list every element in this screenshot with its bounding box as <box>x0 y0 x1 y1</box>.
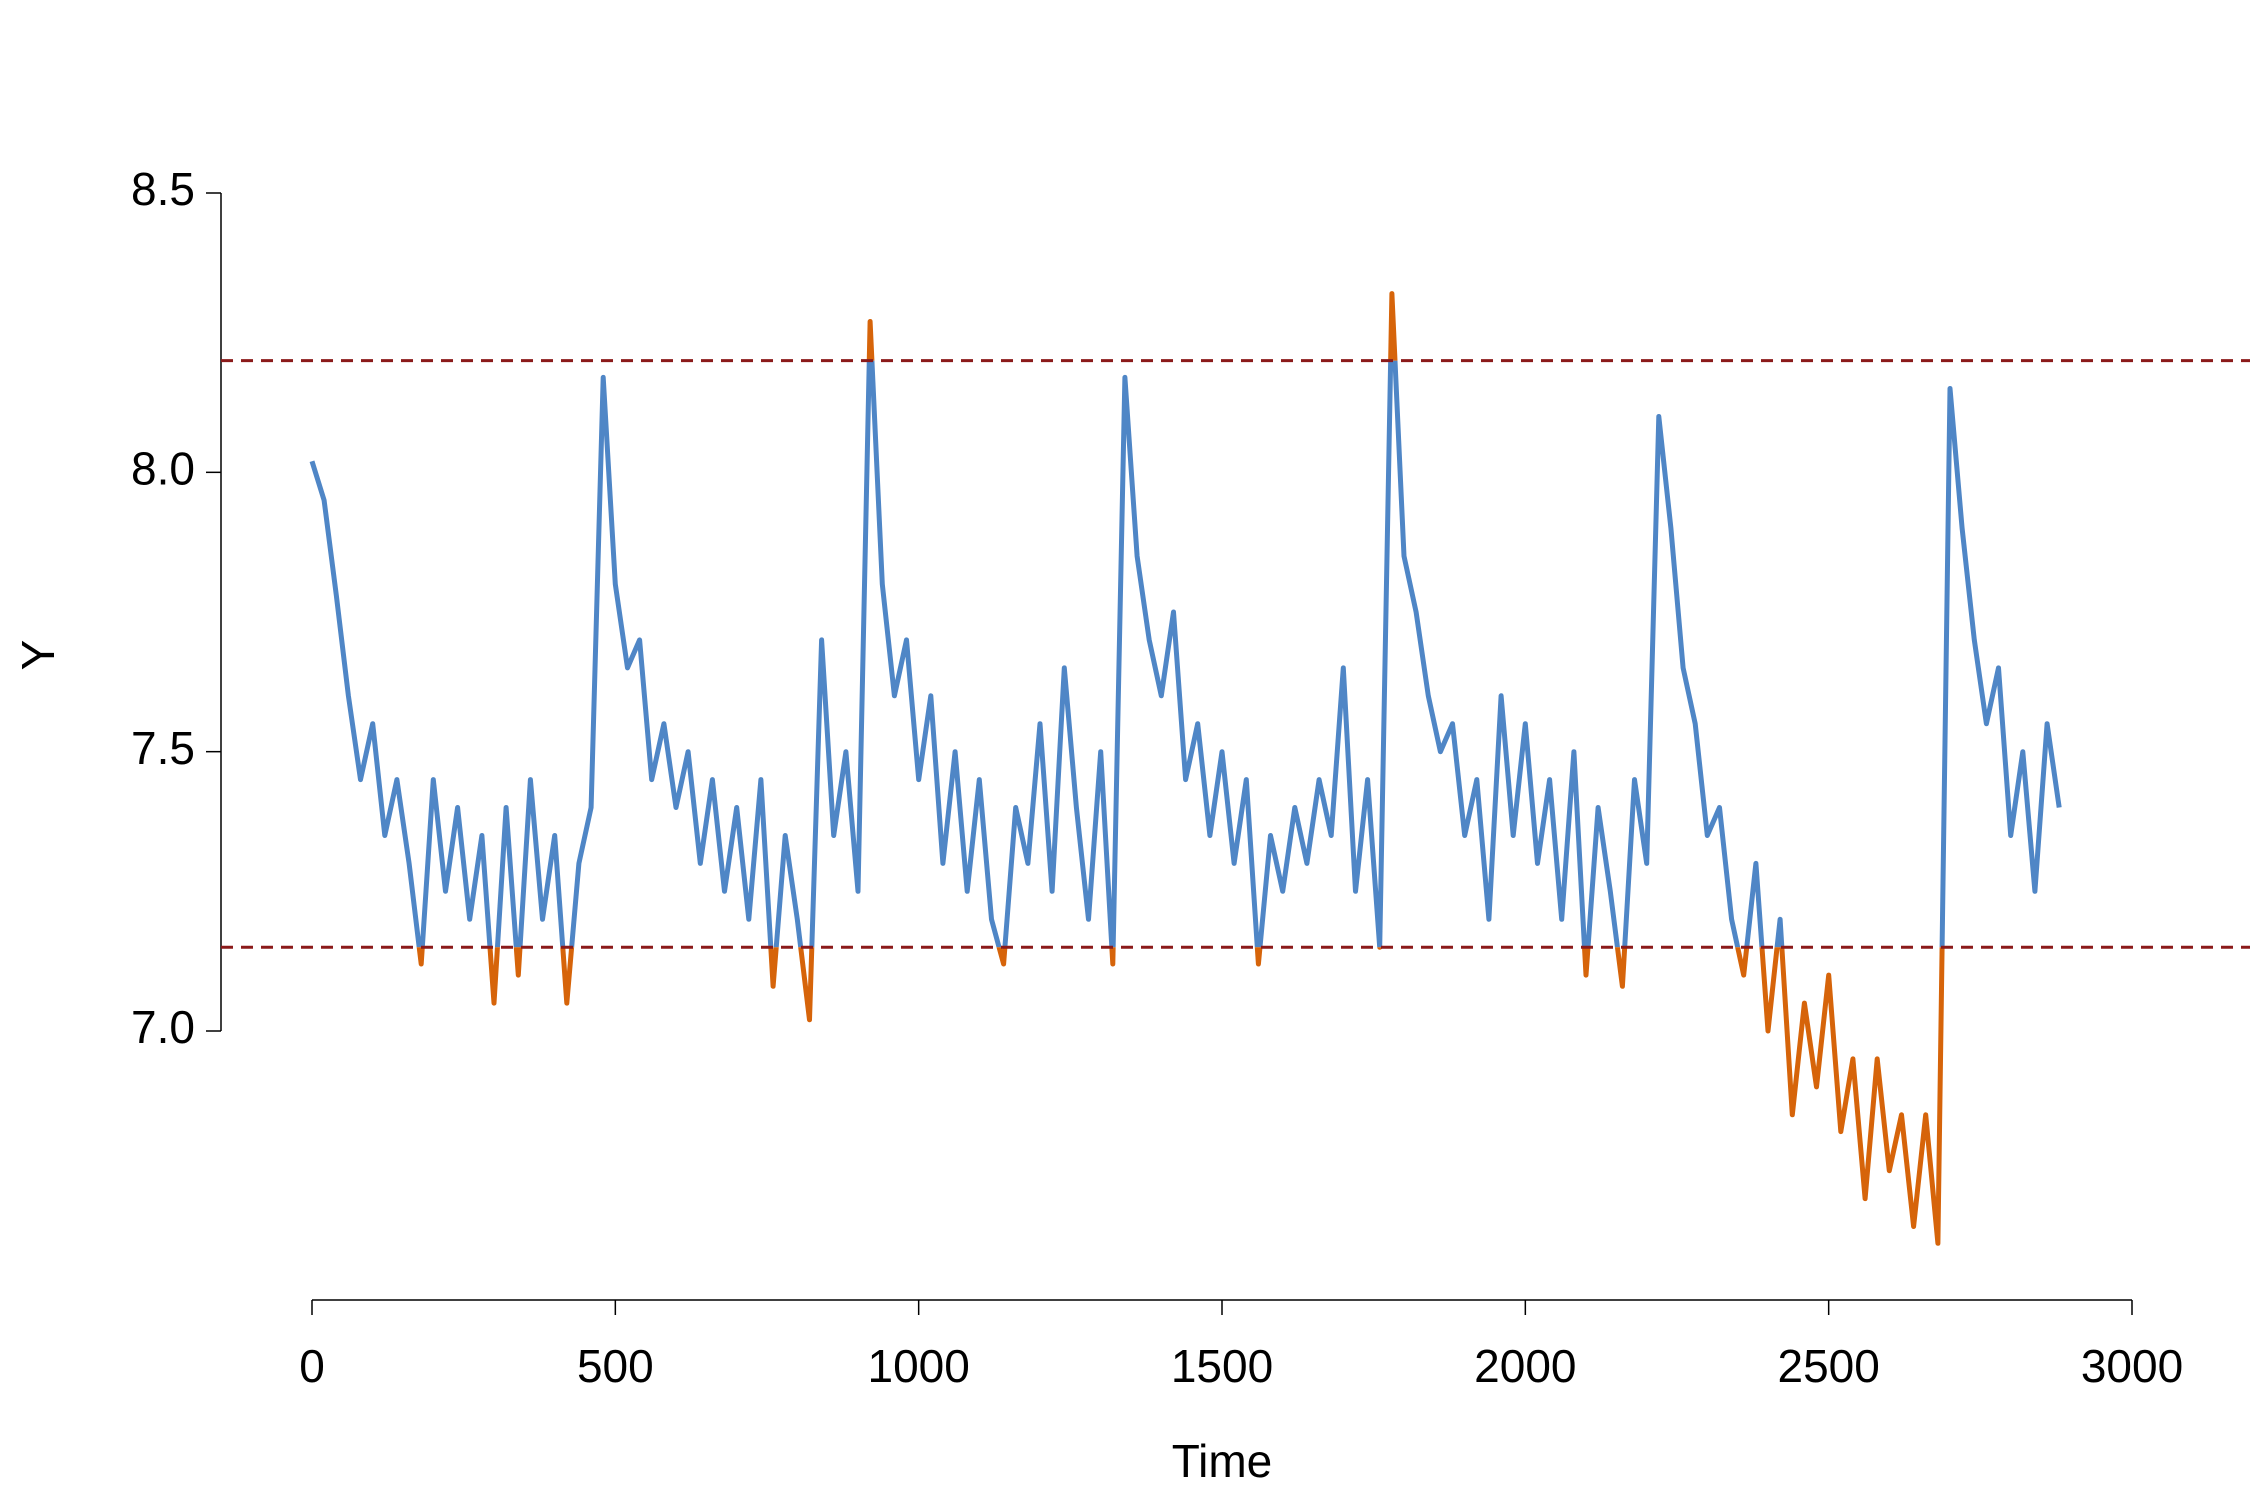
y-axis-label: Y <box>12 640 64 671</box>
x-axis-label: Time <box>1172 1435 1273 1487</box>
x-tick-label: 1500 <box>1171 1340 1273 1392</box>
x-tick-label: 3000 <box>2081 1340 2183 1392</box>
x-tick-label: 2500 <box>1777 1340 1879 1392</box>
y-tick-label: 7.0 <box>131 1001 195 1053</box>
y-tick-label: 7.5 <box>131 722 195 774</box>
y-tick-label: 8.5 <box>131 163 195 215</box>
y-tick-label: 8.0 <box>131 442 195 494</box>
x-tick-label: 2000 <box>1474 1340 1576 1392</box>
x-tick-label: 1000 <box>867 1340 969 1392</box>
x-tick-label: 0 <box>299 1340 325 1392</box>
series-line <box>309 360 2062 948</box>
x-tick-label: 500 <box>577 1340 654 1392</box>
